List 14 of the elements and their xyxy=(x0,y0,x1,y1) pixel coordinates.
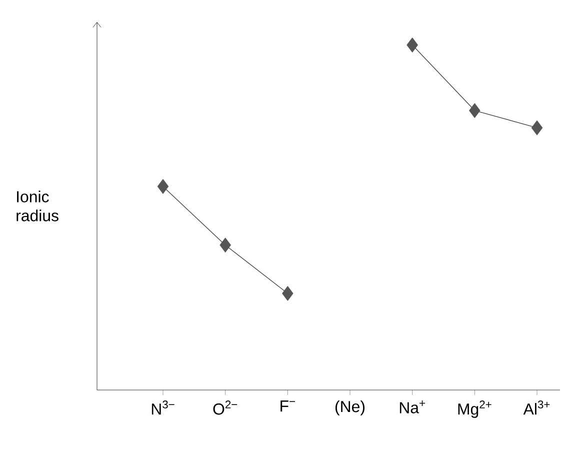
point xyxy=(157,179,169,194)
x-tick-label: F$^{−}$ xyxy=(280,400,295,412)
point xyxy=(469,103,480,118)
x-tick-label: O$^{2−}$ xyxy=(213,400,238,415)
point xyxy=(406,38,418,52)
y-axis-title: Ionic radius xyxy=(16,190,58,222)
x-tick-label: Al$^{3+}$ xyxy=(523,400,550,415)
point xyxy=(531,120,543,136)
x-tick-label: N$^{3−}$ xyxy=(152,400,174,415)
point xyxy=(220,238,231,252)
x-tick-label: Mg$^{2+}$ xyxy=(458,400,492,418)
point xyxy=(282,286,294,301)
x-tick-label: Na$^{+}$ xyxy=(400,400,425,414)
x-tick-label: (Ne) xyxy=(335,400,364,416)
